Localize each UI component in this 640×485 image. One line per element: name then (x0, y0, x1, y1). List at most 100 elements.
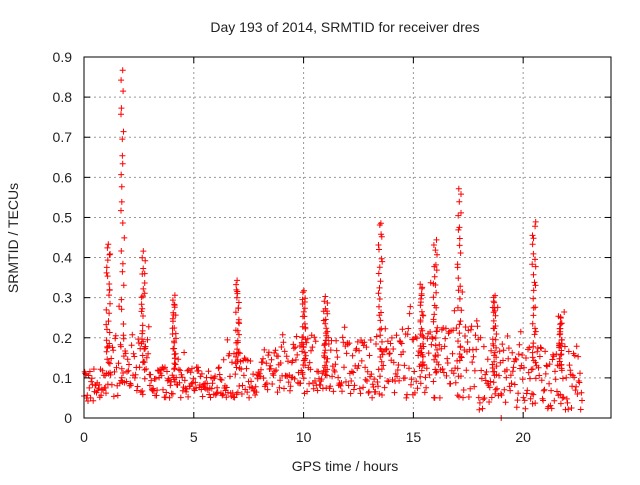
data-point (521, 397, 528, 404)
data-point (579, 397, 585, 404)
data-point (348, 378, 355, 384)
data-point (378, 309, 384, 316)
data-point (143, 366, 150, 372)
data-point (458, 353, 464, 360)
data-point (390, 346, 397, 352)
x-tick-label: 10 (296, 429, 312, 445)
data-point (450, 370, 457, 377)
data-point (376, 326, 383, 333)
data-point (467, 385, 474, 392)
data-point (375, 242, 382, 248)
data-point (431, 302, 438, 309)
data-point (117, 343, 124, 350)
data-point (267, 365, 274, 372)
data-point (317, 382, 324, 388)
data-point (341, 324, 348, 331)
data-point (121, 234, 128, 241)
data-point (403, 394, 410, 401)
data-point (508, 380, 515, 387)
data-point (341, 364, 347, 371)
data-point (502, 399, 509, 406)
data-point (171, 345, 178, 352)
data-point (430, 378, 437, 385)
data-point (304, 388, 311, 395)
data-point (532, 359, 539, 366)
data-point (324, 366, 331, 373)
data-point (561, 343, 568, 350)
data-point (322, 341, 328, 348)
data-point (457, 250, 464, 256)
data-point (148, 377, 155, 384)
data-point (105, 241, 112, 248)
data-point (112, 332, 119, 339)
data-point (457, 343, 464, 350)
data-point (171, 302, 178, 309)
data-point (541, 386, 548, 393)
data-point (555, 313, 562, 320)
data-point (178, 371, 185, 378)
data-point (400, 348, 407, 355)
data-point (103, 269, 110, 276)
data-point (263, 380, 270, 387)
data-point (529, 366, 536, 373)
data-point (271, 368, 278, 375)
data-point (487, 378, 494, 385)
grid-lines (84, 57, 611, 418)
data-point (377, 317, 384, 324)
data-point (119, 268, 126, 275)
data-point (465, 327, 472, 334)
data-point (256, 370, 263, 377)
data-point (234, 337, 241, 344)
data-point (491, 307, 498, 314)
data-point (417, 373, 424, 380)
data-point (129, 331, 136, 338)
data-point (460, 394, 466, 401)
data-point (84, 392, 91, 399)
data-point (492, 292, 499, 299)
data-point (506, 383, 513, 390)
data-point (484, 356, 491, 363)
data-point (139, 327, 146, 334)
data-point (432, 335, 439, 341)
data-point (232, 309, 239, 316)
data-point (536, 372, 543, 379)
data-point (514, 397, 521, 404)
data-point (492, 390, 499, 397)
data-point (233, 353, 239, 360)
data-point (322, 347, 329, 354)
x-axis-label: GPS time / hours (292, 458, 399, 474)
data-point (240, 372, 247, 379)
data-point (534, 348, 541, 355)
y-tick-label: 0.5 (53, 209, 73, 225)
data-point (220, 391, 226, 398)
data-point (529, 320, 536, 327)
data-point (207, 394, 214, 401)
data-point (429, 335, 436, 342)
data-point (114, 392, 121, 399)
data-point (376, 296, 383, 302)
data-point (164, 368, 170, 375)
data-point (464, 339, 471, 345)
data-point (343, 378, 349, 385)
data-point (479, 405, 486, 412)
data-point (229, 389, 236, 396)
x-axis-ticks: 0 5 10 15 20 (80, 57, 531, 445)
data-point (494, 385, 500, 392)
data-point (360, 384, 367, 391)
data-point (515, 351, 522, 358)
data-point (503, 374, 510, 381)
data-point (382, 325, 389, 332)
data-point (162, 364, 168, 371)
data-point (118, 171, 125, 178)
data-point (143, 354, 150, 361)
data-point (106, 281, 113, 287)
data-point (462, 333, 468, 339)
data-point (389, 376, 396, 383)
data-point (559, 394, 566, 401)
data-point (455, 185, 462, 192)
data-point (312, 378, 318, 384)
data-point (431, 273, 438, 280)
data-point (176, 379, 183, 386)
data-point (310, 385, 317, 392)
data-point (108, 381, 115, 388)
